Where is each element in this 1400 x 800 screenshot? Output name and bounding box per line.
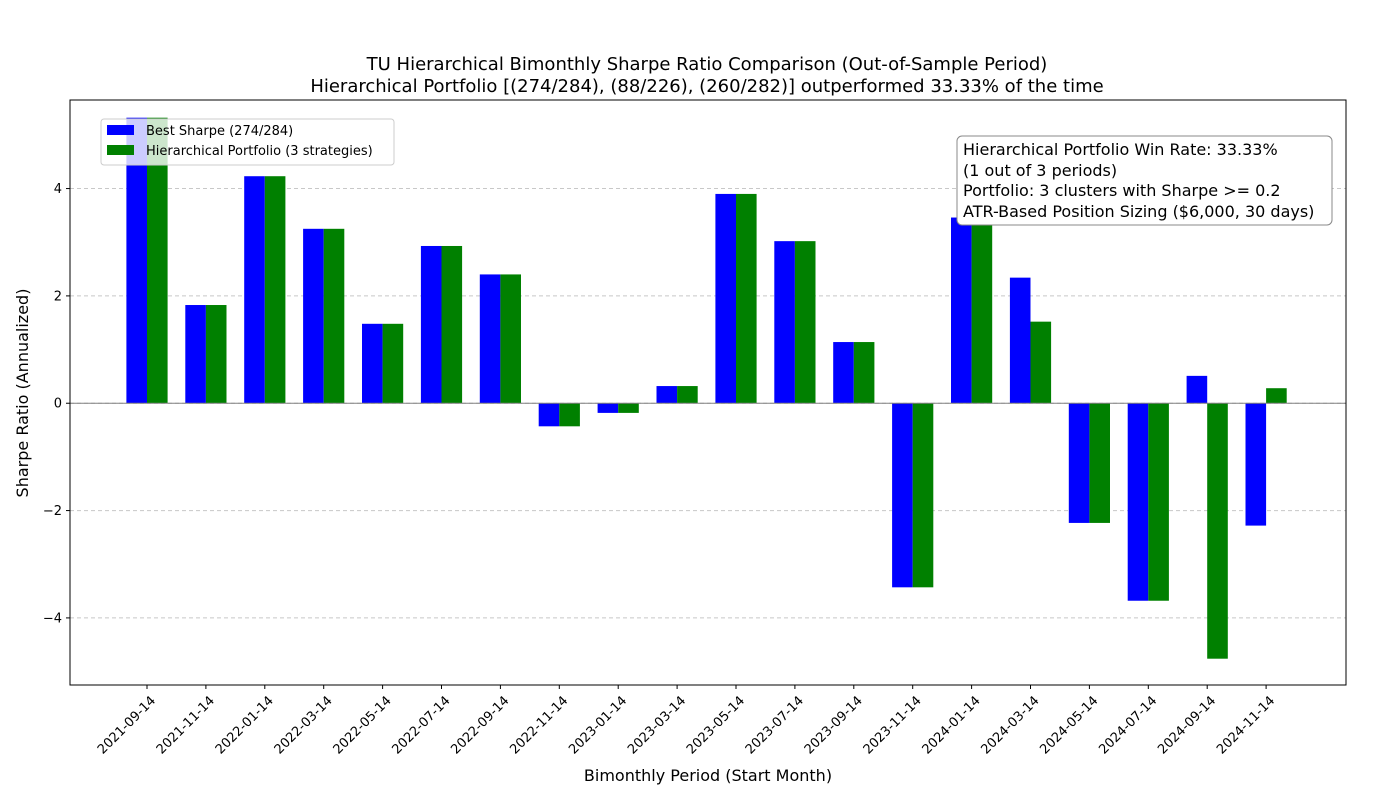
x-tick-label: 2022-01-14 <box>213 693 277 757</box>
legend-label-hierarchical: Hierarchical Portfolio (3 strategies) <box>146 144 373 159</box>
x-tick-label: 2022-03-14 <box>272 693 336 757</box>
bar-hierarchical-2023-11-14 <box>912 403 934 588</box>
bar-hierarchical-2024-01-14 <box>971 217 993 404</box>
legend-swatch-best-sharpe <box>107 125 134 135</box>
x-tick-label: 2023-01-14 <box>566 693 630 757</box>
x-tick-label: 2023-05-14 <box>684 693 748 757</box>
legend-label-best-sharpe: Best Sharpe (274/284) <box>146 124 293 139</box>
bar-hierarchical-2021-11-14 <box>205 305 227 404</box>
x-tick-label: 2024-01-14 <box>920 693 984 757</box>
x-tick-label: 2024-11-14 <box>1214 693 1278 757</box>
bar-hierarchical-2023-09-14 <box>853 342 875 404</box>
y-tick-label: −2 <box>43 504 62 519</box>
bar-hierarchical-2024-09-14 <box>1207 403 1228 659</box>
bar-hierarchical-2023-05-14 <box>736 193 757 404</box>
x-tick-label: 2024-09-14 <box>1155 693 1219 757</box>
bar-hierarchical-2022-03-14 <box>323 228 345 404</box>
x-tick-label: 2024-05-14 <box>1037 693 1101 757</box>
bar-best-sharpe-2022-03-14 <box>303 228 324 404</box>
bar-best-sharpe-2024-09-14 <box>1186 375 1208 404</box>
bar-best-sharpe-2022-11-14 <box>538 403 560 427</box>
bar-hierarchical-2024-11-14 <box>1266 388 1287 404</box>
x-axis-label: Bimonthly Period (Start Month) <box>584 766 832 785</box>
bar-hierarchical-2024-05-14 <box>1089 403 1110 523</box>
bar-best-sharpe-2023-09-14 <box>833 342 854 404</box>
legend: Best Sharpe (274/284) Hierarchical Portf… <box>100 118 395 166</box>
chart-subtitle: Hierarchical Portfolio [(274/284), (88/2… <box>310 76 1103 97</box>
chart-title: TU Hierarchical Bimonthly Sharpe Ratio C… <box>366 54 1048 75</box>
y-tick-label: 4 <box>54 182 62 197</box>
info-box: Hierarchical Portfolio Win Rate: 33.33% … <box>956 135 1333 226</box>
x-tick-label: 2024-03-14 <box>979 693 1043 757</box>
x-tick-label: 2022-09-14 <box>448 693 512 757</box>
y-axis-label: Sharpe Ratio (Annualized) <box>13 289 32 498</box>
plot-frame <box>69 99 1347 686</box>
bar-best-sharpe-2024-05-14 <box>1068 403 1090 523</box>
bar-best-sharpe-2023-05-14 <box>715 193 736 404</box>
bar-best-sharpe-2022-05-14 <box>362 323 383 404</box>
x-tick-label: 2022-05-14 <box>331 693 395 757</box>
x-tick-label: 2021-11-14 <box>154 693 218 757</box>
legend-box <box>100 118 395 166</box>
bar-best-sharpe-2023-03-14 <box>656 386 678 404</box>
legend-swatch-hierarchical <box>107 145 134 155</box>
bar-hierarchical-2024-07-14 <box>1148 403 1169 601</box>
x-tick-label: 2023-11-14 <box>861 693 925 757</box>
bar-best-sharpe-2024-03-14 <box>1009 277 1031 404</box>
bar-hierarchical-2022-05-14 <box>382 323 404 404</box>
y-tick-label: 0 <box>54 397 62 412</box>
x-tick-label: 2024-07-14 <box>1096 693 1160 757</box>
bar-hierarchical-2024-03-14 <box>1030 321 1052 404</box>
x-tick-label: 2022-11-14 <box>507 693 571 757</box>
bar-hierarchical-2023-07-14 <box>794 241 816 404</box>
y-axis-ticks: −4 −2 0 2 4 <box>43 182 70 626</box>
x-tick-label: 2023-09-14 <box>802 693 866 757</box>
bar-hierarchical-2022-07-14 <box>441 245 463 404</box>
bar-best-sharpe-2024-07-14 <box>1127 403 1149 601</box>
bar-hierarchical-2021-09-14 <box>147 117 168 404</box>
y-tick-label: −4 <box>43 611 62 626</box>
bar-hierarchical-2022-11-14 <box>559 403 580 427</box>
info-line-win-rate: Hierarchical Portfolio Win Rate: 33.33% <box>963 140 1278 159</box>
bar-hierarchical-2023-01-14 <box>618 403 639 413</box>
bar-best-sharpe-2024-11-14 <box>1245 403 1267 526</box>
bar-best-sharpe-2021-09-14 <box>126 117 147 404</box>
bar-best-sharpe-2024-01-14 <box>951 217 972 404</box>
y-tick-label: 2 <box>54 289 62 304</box>
bar-best-sharpe-2022-07-14 <box>420 245 442 404</box>
info-line-portfolio: Portfolio: 3 clusters with Sharpe >= 0.2 <box>963 181 1281 200</box>
x-axis-ticks: 2021-09-142021-11-142022-01-142022-03-14… <box>95 685 1278 757</box>
bar-best-sharpe-2022-09-14 <box>479 274 501 404</box>
bar-best-sharpe-2023-11-14 <box>892 403 913 588</box>
bar-hierarchical-2022-01-14 <box>264 176 286 404</box>
bar-best-sharpe-2023-01-14 <box>597 403 619 413</box>
bar-hierarchical-2022-09-14 <box>500 274 521 404</box>
x-tick-label: 2021-09-14 <box>95 693 159 757</box>
x-tick-label: 2023-03-14 <box>625 693 689 757</box>
bar-best-sharpe-2022-01-14 <box>244 176 265 404</box>
bars <box>126 117 1287 659</box>
x-tick-label: 2022-07-14 <box>390 693 454 757</box>
bar-best-sharpe-2021-11-14 <box>185 305 206 404</box>
info-line-periods: (1 out of 3 periods) <box>963 161 1117 180</box>
x-tick-label: 2023-07-14 <box>743 693 807 757</box>
bar-best-sharpe-2023-07-14 <box>774 241 795 404</box>
info-box-frame <box>956 135 1333 226</box>
info-line-sizing: ATR-Based Position Sizing ($6,000, 30 da… <box>963 202 1314 221</box>
bar-hierarchical-2023-03-14 <box>677 386 698 404</box>
